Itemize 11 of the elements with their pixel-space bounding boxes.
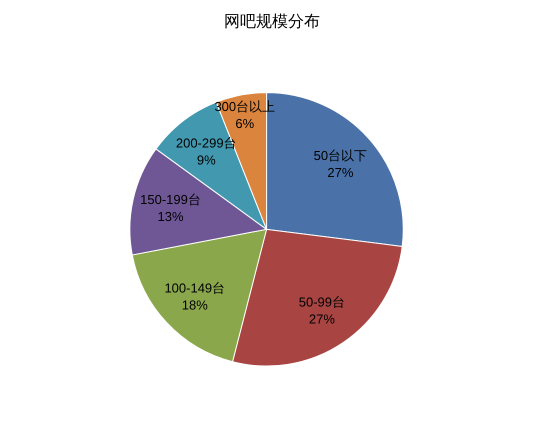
slice-label: 50台以下	[314, 148, 368, 164]
data-label: 13%	[157, 208, 184, 224]
data-label: 27%	[308, 312, 336, 327]
slice-label: 150-199台	[140, 192, 201, 207]
data-label: 18%	[182, 298, 208, 313]
data-label: 9%	[196, 152, 216, 168]
data-label: 27%	[327, 165, 354, 180]
chart-title: 网吧规模分布	[224, 12, 320, 30]
slice-label: 100-149台	[164, 280, 226, 296]
slice-label: 50-99台	[298, 294, 346, 310]
data-label: 6%	[235, 116, 255, 132]
